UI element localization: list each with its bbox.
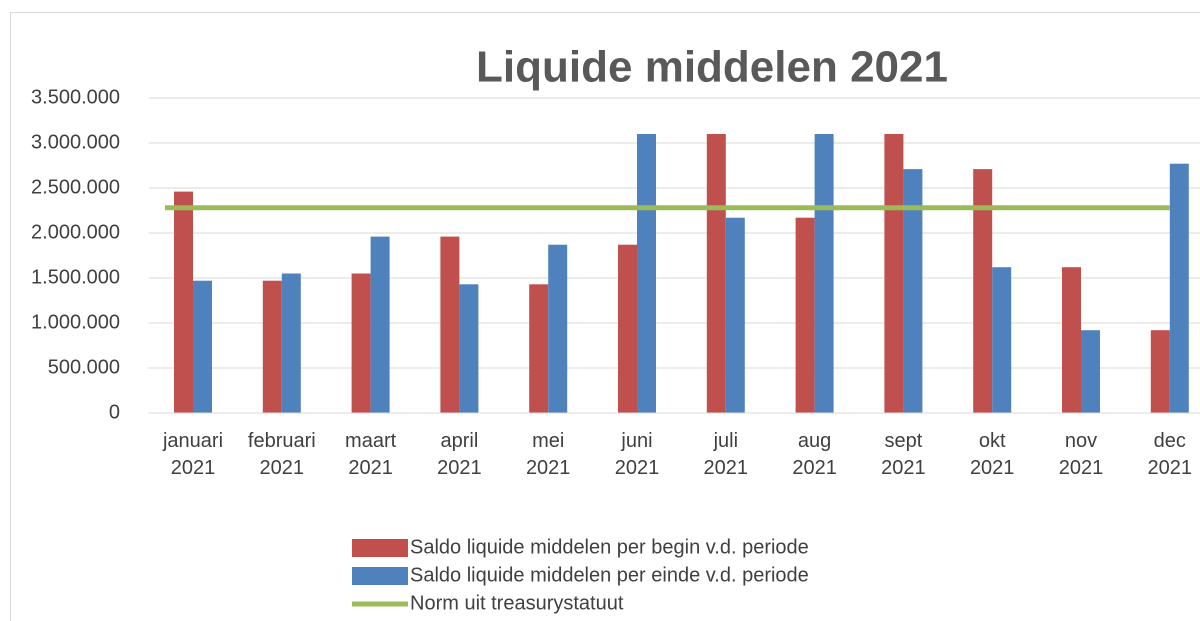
x-tick-label: aug 2021 bbox=[792, 430, 837, 479]
bar bbox=[884, 134, 904, 413]
bar bbox=[637, 134, 656, 413]
y-tick-label: 2.000.000 bbox=[31, 221, 120, 243]
legend-label: Saldo liquide middelen per einde v.d. pe… bbox=[410, 564, 809, 586]
legend-swatch bbox=[352, 539, 408, 557]
x-tick-label: sept 2021 bbox=[881, 430, 926, 479]
bar bbox=[529, 284, 549, 413]
x-tick-label: april 2021 bbox=[437, 430, 482, 479]
bar bbox=[281, 273, 301, 413]
x-tick-label: februari 2021 bbox=[248, 430, 316, 479]
bar bbox=[1169, 163, 1189, 413]
y-tick-label: 500.000 bbox=[48, 356, 120, 378]
x-tick-label: juni 2021 bbox=[615, 430, 660, 479]
y-tick-label: 3.000.000 bbox=[31, 131, 120, 153]
bar bbox=[459, 284, 479, 413]
chart-title: Liquide middelen 2021 bbox=[476, 43, 948, 92]
bar bbox=[1062, 267, 1081, 413]
y-tick-label: 2.500.000 bbox=[31, 176, 120, 198]
bar bbox=[548, 244, 568, 413]
x-tick-label: okt 2021 bbox=[970, 430, 1015, 479]
bar bbox=[193, 280, 212, 413]
bar bbox=[618, 244, 637, 413]
y-tick-label: 0 bbox=[109, 401, 120, 423]
x-tick-label: juli 2021 bbox=[704, 430, 749, 479]
y-tick-label: 1.500.000 bbox=[31, 266, 120, 288]
bar bbox=[1081, 330, 1100, 413]
bar bbox=[262, 280, 282, 413]
bar bbox=[440, 236, 460, 413]
x-tick-label: dec 2021 bbox=[1148, 430, 1193, 479]
bar bbox=[174, 191, 193, 413]
bar bbox=[725, 217, 745, 413]
x-tick-label: maart 2021 bbox=[345, 430, 397, 479]
bar bbox=[370, 236, 390, 413]
chart-border bbox=[10, 12, 1200, 621]
bar bbox=[1150, 330, 1170, 413]
bar bbox=[351, 273, 371, 413]
bar bbox=[795, 217, 815, 413]
x-tick-label: januari 2021 bbox=[162, 430, 223, 479]
bar bbox=[973, 169, 993, 413]
bar bbox=[814, 134, 834, 413]
legend-swatch bbox=[352, 567, 408, 585]
x-tick-label: nov 2021 bbox=[1059, 430, 1104, 479]
legend-label: Saldo liquide middelen per begin v.d. pe… bbox=[410, 536, 809, 558]
y-tick-label: 3.500.000 bbox=[31, 86, 120, 108]
bar bbox=[706, 134, 726, 413]
bar bbox=[903, 169, 923, 413]
bar bbox=[992, 267, 1012, 413]
legend-label: Norm uit treasurystatuut bbox=[410, 592, 624, 614]
x-tick-label: mei 2021 bbox=[526, 430, 571, 479]
y-tick-label: 1.000.000 bbox=[31, 311, 120, 333]
